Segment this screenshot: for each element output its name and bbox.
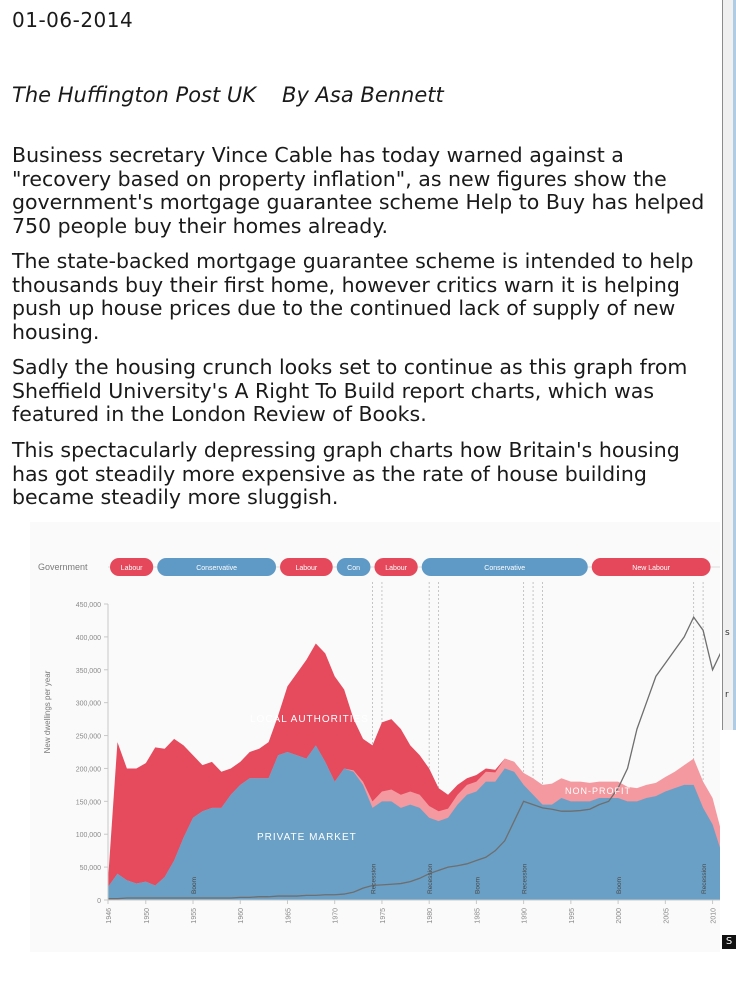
article-paragraph: The state-backed mortgage guarantee sche… <box>12 249 694 344</box>
government-bands: Labour Conservative Labour Con Labour Conserv… <box>108 558 720 576</box>
government-band <box>280 558 333 576</box>
government-band-label: Labour <box>295 565 317 572</box>
annotation-label: Boom <box>474 877 481 894</box>
x-tick-label: 1970 <box>333 908 340 924</box>
y-tick-label: 250,000 <box>76 734 101 741</box>
annotation-label: Boom <box>616 877 623 894</box>
author-name: By Asa Bennett <box>282 83 444 107</box>
government-label: Government <box>38 562 88 572</box>
annotation-label: Recession <box>701 863 708 894</box>
article-paragraph: This spectacularly depressing graph char… <box>12 438 680 509</box>
side-panel-scrollbar[interactable]: s r <box>722 0 736 730</box>
x-tick-label: 2010 <box>711 908 718 924</box>
government-band <box>374 558 418 576</box>
article-paragraph: Sadly the housing crunch looks set to co… <box>12 355 688 426</box>
y-tick-label: 150,000 <box>76 799 101 806</box>
label-local-authorities: LOCAL AUTHORITIES <box>250 714 369 725</box>
article-paragraph: Business secretary Vince Cable has today… <box>12 143 705 238</box>
government-band-label: New Labour <box>632 565 670 572</box>
government-band <box>157 558 277 576</box>
publication-name: The Huffington Post UK <box>12 83 257 107</box>
x-tick-label: 2005 <box>663 908 670 924</box>
chart-areas <box>108 615 720 900</box>
y-tick-label: 100,000 <box>76 832 101 839</box>
label-private-market: PRIVATE MARKET <box>257 832 357 843</box>
annotation-label: Recession <box>427 863 434 894</box>
y-tick-label: 450,000 <box>76 602 101 609</box>
side-panel-edge <box>733 0 736 730</box>
annotation-label: Recession <box>522 863 529 894</box>
line-house-prices <box>108 615 720 900</box>
government-band-label: Conservative <box>196 565 237 572</box>
x-tick-label: 1950 <box>144 908 151 924</box>
x-tick-label: 1946 <box>106 908 113 924</box>
government-band-label: Con <box>347 565 360 572</box>
x-tick-label: 1955 <box>191 908 198 924</box>
area-private-market <box>108 745 720 900</box>
chart-axes: 0 50,000 100,000 150,000 200,000 250,000 300,0… <box>76 602 720 924</box>
government-band <box>421 558 588 576</box>
annotation-label: Boom <box>191 877 198 894</box>
x-tick-label: 1965 <box>285 908 292 924</box>
x-tick-label: 1980 <box>427 908 434 924</box>
byline: The Huffington Post UK By Asa Bennett <box>12 83 444 107</box>
y-tick-label: 350,000 <box>76 668 101 675</box>
y-tick-label: 200,000 <box>76 766 101 773</box>
government-band-label: Conservative <box>484 565 525 572</box>
y-tick-label: 50,000 <box>80 865 102 872</box>
government-band-label: Labour <box>385 565 407 572</box>
label-non-profit: NON-PROFIT <box>565 786 631 796</box>
government-band <box>336 558 371 576</box>
x-tick-label: 2000 <box>616 908 623 924</box>
x-tick-label: 1975 <box>380 908 387 924</box>
article-date: 01-06-2014 <box>12 8 134 32</box>
y-tick-label: 300,000 <box>76 701 101 708</box>
housing-chart: Government Labour Conservative Labour Con La… <box>30 522 720 952</box>
y-tick-label: 0 <box>97 898 101 905</box>
government-band <box>110 558 154 576</box>
government-band <box>591 558 711 576</box>
annotation-label: Recession <box>370 863 377 894</box>
x-tick-label: 1990 <box>522 908 529 924</box>
side-panel-mark-s: s <box>725 628 730 638</box>
x-tick-label: 1985 <box>474 908 481 924</box>
chart-labels: LOCAL AUTHORITIES PRIVATE MARKET NON-PRO… <box>191 714 708 894</box>
corner-tag: S <box>722 935 736 949</box>
y-tick-label: 400,000 <box>76 635 101 642</box>
side-panel-mark-r: r <box>725 690 729 700</box>
x-tick-label: 1960 <box>238 908 245 924</box>
government-band-label: Labour <box>121 565 143 572</box>
x-tick-label: 1995 <box>569 908 576 924</box>
y-axis-label: New dwellings per year <box>43 670 52 753</box>
